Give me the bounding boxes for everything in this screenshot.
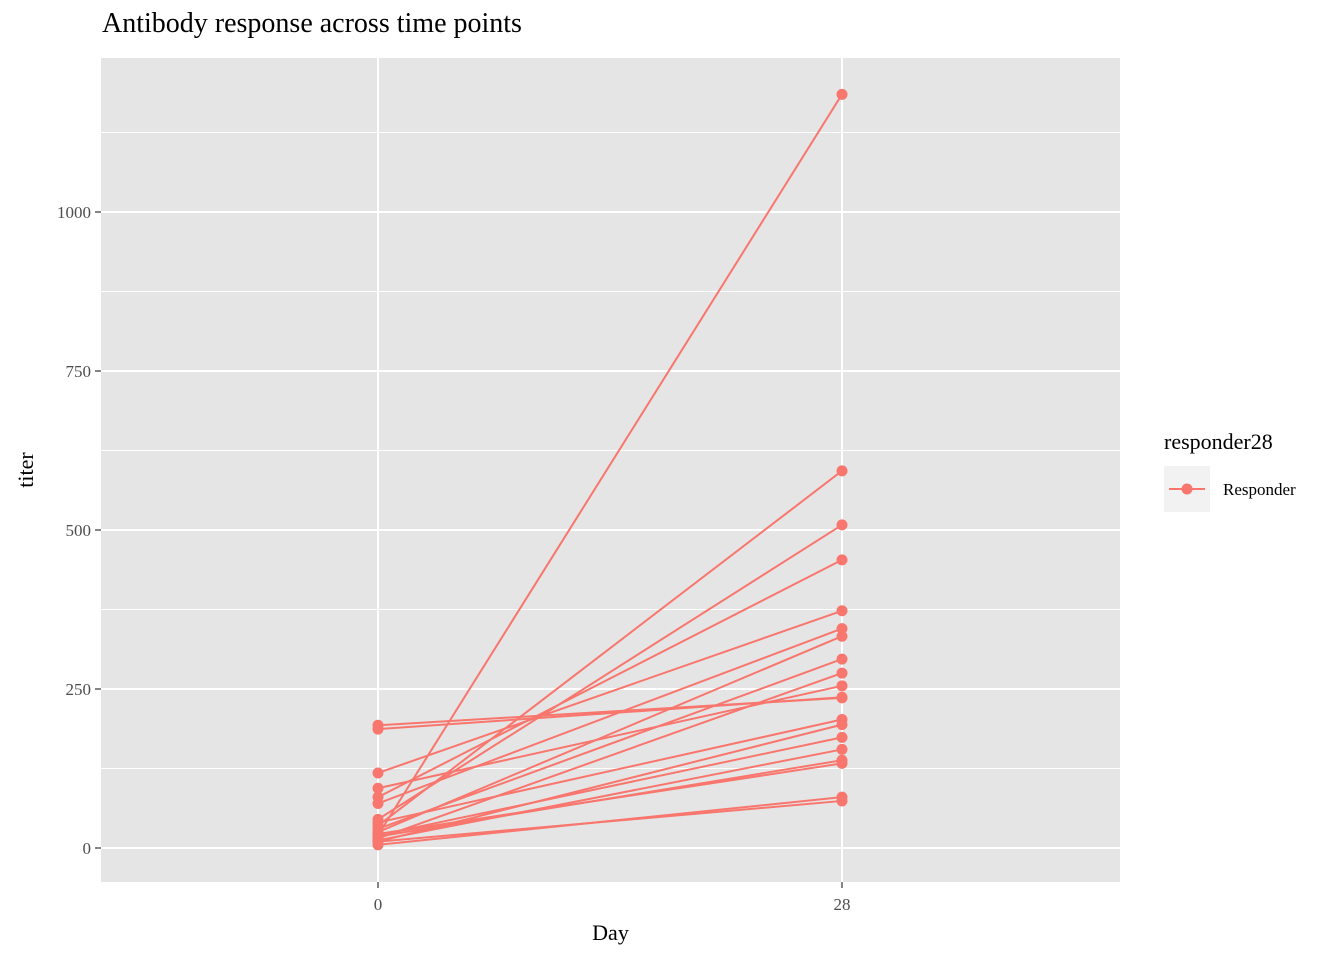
data-point-18-1	[372, 828, 384, 840]
series-line-18	[377, 762, 843, 835]
legend-title: responder28	[1164, 429, 1273, 454]
series-line-9	[377, 672, 843, 840]
data-point-5-1	[372, 767, 384, 779]
data-point-4-2	[836, 554, 848, 566]
major-gridlines	[101, 58, 1120, 882]
data-point-7-2	[836, 630, 848, 642]
minor-gridlines	[101, 132, 1120, 769]
data-point-10-2	[836, 680, 848, 692]
y-tick-label: 500	[66, 521, 92, 540]
series-line-1	[377, 93, 843, 836]
series-line-12	[377, 696, 843, 727]
series-line-7	[377, 635, 843, 834]
data-point-10-1	[372, 782, 384, 794]
data-point-20-2	[836, 795, 848, 807]
y-tick-label: 250	[66, 680, 92, 699]
series-line-5	[377, 609, 843, 774]
y-tick-label: 0	[83, 839, 92, 858]
data-point-20-1	[372, 836, 384, 848]
data-point-12-2	[836, 692, 848, 704]
x-tick-label: 28	[834, 895, 851, 914]
legend-label-responder: Responder	[1223, 480, 1296, 499]
y-axis-title: titer	[13, 452, 38, 488]
data-point-3-2	[836, 519, 848, 531]
data-point-1-2	[836, 88, 848, 100]
series-line-2	[377, 470, 843, 827]
chart-title: Antibody response across time points	[102, 8, 522, 39]
x-axis: 0 28	[374, 882, 851, 914]
data-point-15-2	[836, 731, 848, 743]
data-point-12-1	[372, 719, 384, 731]
series-lines	[377, 93, 843, 846]
data-point-6-1	[372, 797, 384, 809]
plot-panel	[101, 58, 1120, 882]
data-point-9-2	[836, 667, 848, 679]
data-point-5-2	[836, 605, 848, 617]
legend: responder28 Responder	[1164, 429, 1296, 512]
data-point-2-2	[836, 465, 848, 477]
data-point-16-2	[836, 743, 848, 755]
series-line-8	[377, 658, 843, 830]
data-point-14-2	[836, 719, 848, 731]
data-point-8-2	[836, 653, 848, 665]
series-line-6	[377, 627, 843, 805]
y-tick-label: 750	[66, 362, 92, 381]
series-line-16	[377, 748, 843, 842]
series-line-20	[377, 799, 843, 843]
data-point-18-2	[836, 757, 848, 769]
x-axis-title: Day	[592, 920, 629, 945]
y-axis: 0 250 500 750 1000	[57, 203, 101, 858]
series-line-15	[377, 736, 843, 837]
x-tick-label: 0	[374, 895, 383, 914]
y-tick-label: 1000	[57, 203, 91, 222]
legend-key-point-icon	[1181, 483, 1193, 495]
series-line-4	[377, 559, 843, 799]
data-point-13-1	[372, 817, 384, 829]
series-points	[372, 88, 848, 851]
data-point-6-2	[836, 623, 848, 635]
series-line-13	[377, 718, 843, 824]
